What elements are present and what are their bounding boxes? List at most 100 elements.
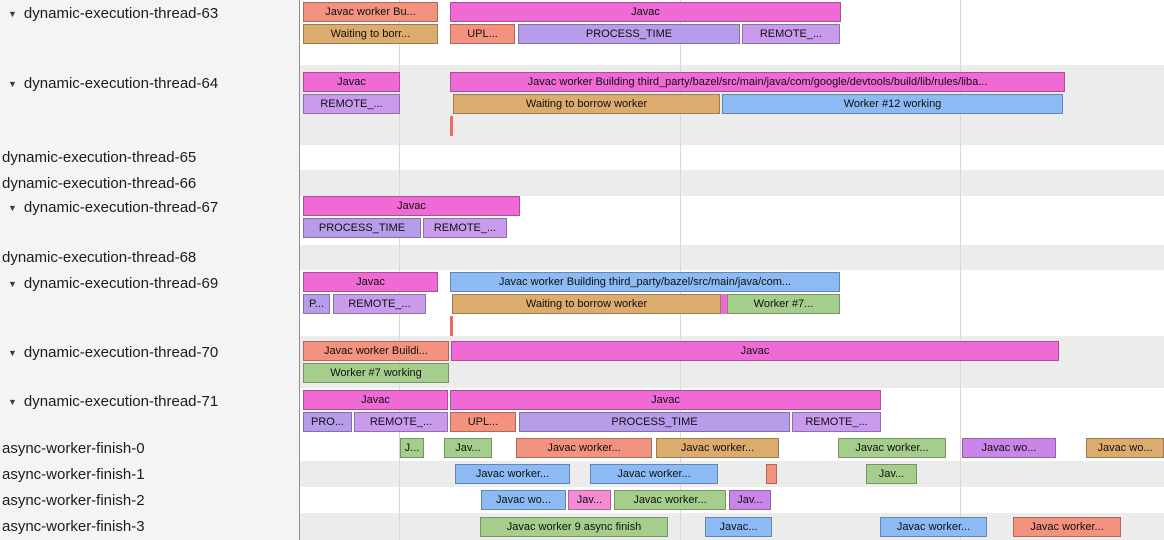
thread-label-dynamic-execution-thread-70[interactable]: ▼ dynamic-execution-thread-70 <box>0 336 300 388</box>
thread-track: Javac worker 9 async finish Javac... Javac… <box>300 513 1164 540</box>
thread-name: dynamic-execution-thread-65 <box>2 149 197 166</box>
thread-track: Javac worker... Javac worker... Jav... <box>300 461 1164 487</box>
thread-group-dynamic-execution-thread-67: ▼ dynamic-execution-thread-67 Javac PROCESS… <box>0 196 1164 245</box>
trace-slice[interactable]: Waiting to borrow worker <box>453 94 720 114</box>
thread-name: dynamic-execution-thread-66 <box>2 175 197 192</box>
trace-slice[interactable]: Worker #12 working <box>722 94 1063 114</box>
trace-slice-marker[interactable] <box>721 294 727 314</box>
thread-label-dynamic-execution-thread-64[interactable]: ▼ dynamic-execution-thread-64 <box>0 65 300 145</box>
trace-slice[interactable]: Jav... <box>729 490 771 510</box>
trace-slice[interactable] <box>766 464 777 484</box>
trace-slice[interactable]: Javac worker 9 async finish <box>480 517 668 537</box>
trace-slice[interactable]: Javac wo... <box>962 438 1056 458</box>
trace-slice[interactable]: Jav... <box>568 490 611 510</box>
trace-slice[interactable]: REMOTE_... <box>333 294 426 314</box>
thread-label-async-worker-finish-1: async-worker-finish-1 <box>0 461 300 487</box>
trace-slice[interactable]: Javac worker... <box>880 517 987 537</box>
trace-slice[interactable]: Javac worker... <box>590 464 718 484</box>
trace-slice[interactable]: Javac <box>303 390 448 410</box>
collapse-triangle-icon[interactable]: ▼ <box>8 348 17 358</box>
thread-label-async-worker-finish-3: async-worker-finish-3 <box>0 513 300 540</box>
thread-name: dynamic-execution-thread-70 <box>23 344 219 361</box>
thread-group-dynamic-execution-thread-65: dynamic-execution-thread-65 <box>0 145 1164 170</box>
trace-slice[interactable]: PROCESS_TIME <box>519 412 790 432</box>
thread-label-async-worker-finish-2: async-worker-finish-2 <box>0 487 300 513</box>
thread-label-dynamic-execution-thread-63[interactable]: ▼ dynamic-execution-thread-63 <box>0 0 300 65</box>
trace-slice[interactable]: Javac worker... <box>1013 517 1121 537</box>
trace-slice[interactable]: Javac worker... <box>516 438 652 458</box>
thread-name: async-worker-finish-3 <box>2 518 145 535</box>
trace-slice[interactable]: Javac worker Bu... <box>303 2 438 22</box>
thread-group-dynamic-execution-thread-63: ▼ dynamic-execution-thread-63 Javac worker… <box>0 0 1164 65</box>
collapse-triangle-icon[interactable]: ▼ <box>8 397 17 407</box>
trace-slice[interactable]: Javac wo... <box>481 490 566 510</box>
trace-slice-marker[interactable] <box>450 116 453 136</box>
thread-label-dynamic-execution-thread-65: dynamic-execution-thread-65 <box>0 145 300 170</box>
thread-label-dynamic-execution-thread-69[interactable]: ▼ dynamic-execution-thread-69 <box>0 270 300 336</box>
thread-name: dynamic-execution-thread-63 <box>23 5 219 22</box>
collapse-triangle-icon[interactable]: ▼ <box>8 203 17 213</box>
trace-slice[interactable]: PROCESS_TIME <box>303 218 421 238</box>
thread-name: async-worker-finish-0 <box>2 440 145 457</box>
thread-track: Javac wo... Jav... Javac worker... Jav... <box>300 487 1164 513</box>
trace-slice[interactable]: Javac <box>303 272 438 292</box>
trace-slice[interactable]: Javac <box>450 2 841 22</box>
thread-track: J... Jav... Javac worker... Javac worker...… <box>300 435 1164 461</box>
thread-track: Javac Javac worker Building third_party/b… <box>300 65 1164 145</box>
trace-slice[interactable]: PRO... <box>303 412 352 432</box>
thread-track <box>300 145 1164 170</box>
trace-slice[interactable]: Javac worker Buildi... <box>303 341 449 361</box>
trace-slice[interactable]: Javac <box>303 72 400 92</box>
trace-slice[interactable]: Javac worker... <box>838 438 946 458</box>
thread-track: Javac worker Bu... Javac Waiting to borr..… <box>300 0 1164 65</box>
trace-slice[interactable]: REMOTE_... <box>423 218 507 238</box>
trace-slice[interactable]: P... <box>303 294 330 314</box>
trace-slice[interactable]: PROCESS_TIME <box>518 24 740 44</box>
trace-slice[interactable]: REMOTE_... <box>303 94 400 114</box>
thread-group-dynamic-execution-thread-70: ▼ dynamic-execution-thread-70 Javac worker… <box>0 336 1164 388</box>
trace-slice[interactable]: REMOTE_... <box>354 412 448 432</box>
thread-group-dynamic-execution-thread-68: dynamic-execution-thread-68 <box>0 245 1164 270</box>
trace-slice-marker[interactable] <box>450 316 453 336</box>
collapse-triangle-icon[interactable]: ▼ <box>8 279 17 289</box>
trace-slice[interactable]: Jav... <box>444 438 492 458</box>
thread-label-dynamic-execution-thread-66: dynamic-execution-thread-66 <box>0 170 300 196</box>
trace-slice[interactable]: Javac <box>450 390 881 410</box>
thread-name: async-worker-finish-1 <box>2 466 145 483</box>
thread-label-dynamic-execution-thread-71[interactable]: ▼ dynamic-execution-thread-71 <box>0 388 300 435</box>
trace-slice[interactable]: Waiting to borrow worker <box>452 294 721 314</box>
collapse-triangle-icon[interactable]: ▼ <box>8 79 17 89</box>
collapse-triangle-icon[interactable]: ▼ <box>8 9 17 19</box>
trace-slice[interactable]: Javac worker Building third_party/bazel/… <box>450 72 1065 92</box>
thread-name: dynamic-execution-thread-64 <box>23 75 219 92</box>
trace-slice[interactable]: Worker #7... <box>727 294 840 314</box>
trace-slice[interactable]: REMOTE_... <box>792 412 881 432</box>
trace-slice[interactable]: Jav... <box>866 464 917 484</box>
trace-slice[interactable]: Waiting to borr... <box>303 24 438 44</box>
thread-group-async-worker-finish-2: async-worker-finish-2 Javac wo... Jav... Ja… <box>0 487 1164 513</box>
trace-slice[interactable]: Worker #7 working <box>303 363 449 383</box>
trace-slice[interactable]: Javac worker... <box>455 464 570 484</box>
thread-name: async-worker-finish-2 <box>2 492 145 509</box>
trace-slice[interactable]: Javac worker... <box>614 490 726 510</box>
trace-slice[interactable]: REMOTE_... <box>742 24 840 44</box>
trace-slice[interactable]: UPL... <box>450 24 515 44</box>
thread-group-async-worker-finish-0: async-worker-finish-0 J... Jav... Javac wor… <box>0 435 1164 461</box>
trace-slice[interactable]: Javac worker Building third_party/bazel/… <box>450 272 840 292</box>
thread-group-dynamic-execution-thread-66: dynamic-execution-thread-66 <box>0 170 1164 196</box>
trace-slice[interactable]: Javac <box>303 196 520 216</box>
trace-slice[interactable]: Javac <box>451 341 1059 361</box>
thread-label-dynamic-execution-thread-67[interactable]: ▼ dynamic-execution-thread-67 <box>0 196 300 245</box>
thread-group-dynamic-execution-thread-69: ▼ dynamic-execution-thread-69 Javac Javac w… <box>0 270 1164 336</box>
thread-label-dynamic-execution-thread-68: dynamic-execution-thread-68 <box>0 245 300 270</box>
thread-group-async-worker-finish-3: async-worker-finish-3 Javac worker 9 asyn… <box>0 513 1164 540</box>
trace-slice[interactable]: J... <box>400 438 424 458</box>
trace-slice[interactable]: Javac worker... <box>656 438 779 458</box>
trace-slice[interactable]: Javac wo... <box>1086 438 1164 458</box>
thread-track: Javac worker Buildi... Javac Worker #7 wor… <box>300 336 1164 388</box>
thread-group-dynamic-execution-thread-64: ▼ dynamic-execution-thread-64 Javac Javac w… <box>0 65 1164 145</box>
trace-slice[interactable]: UPL... <box>450 412 516 432</box>
trace-slice[interactable]: Javac... <box>705 517 772 537</box>
